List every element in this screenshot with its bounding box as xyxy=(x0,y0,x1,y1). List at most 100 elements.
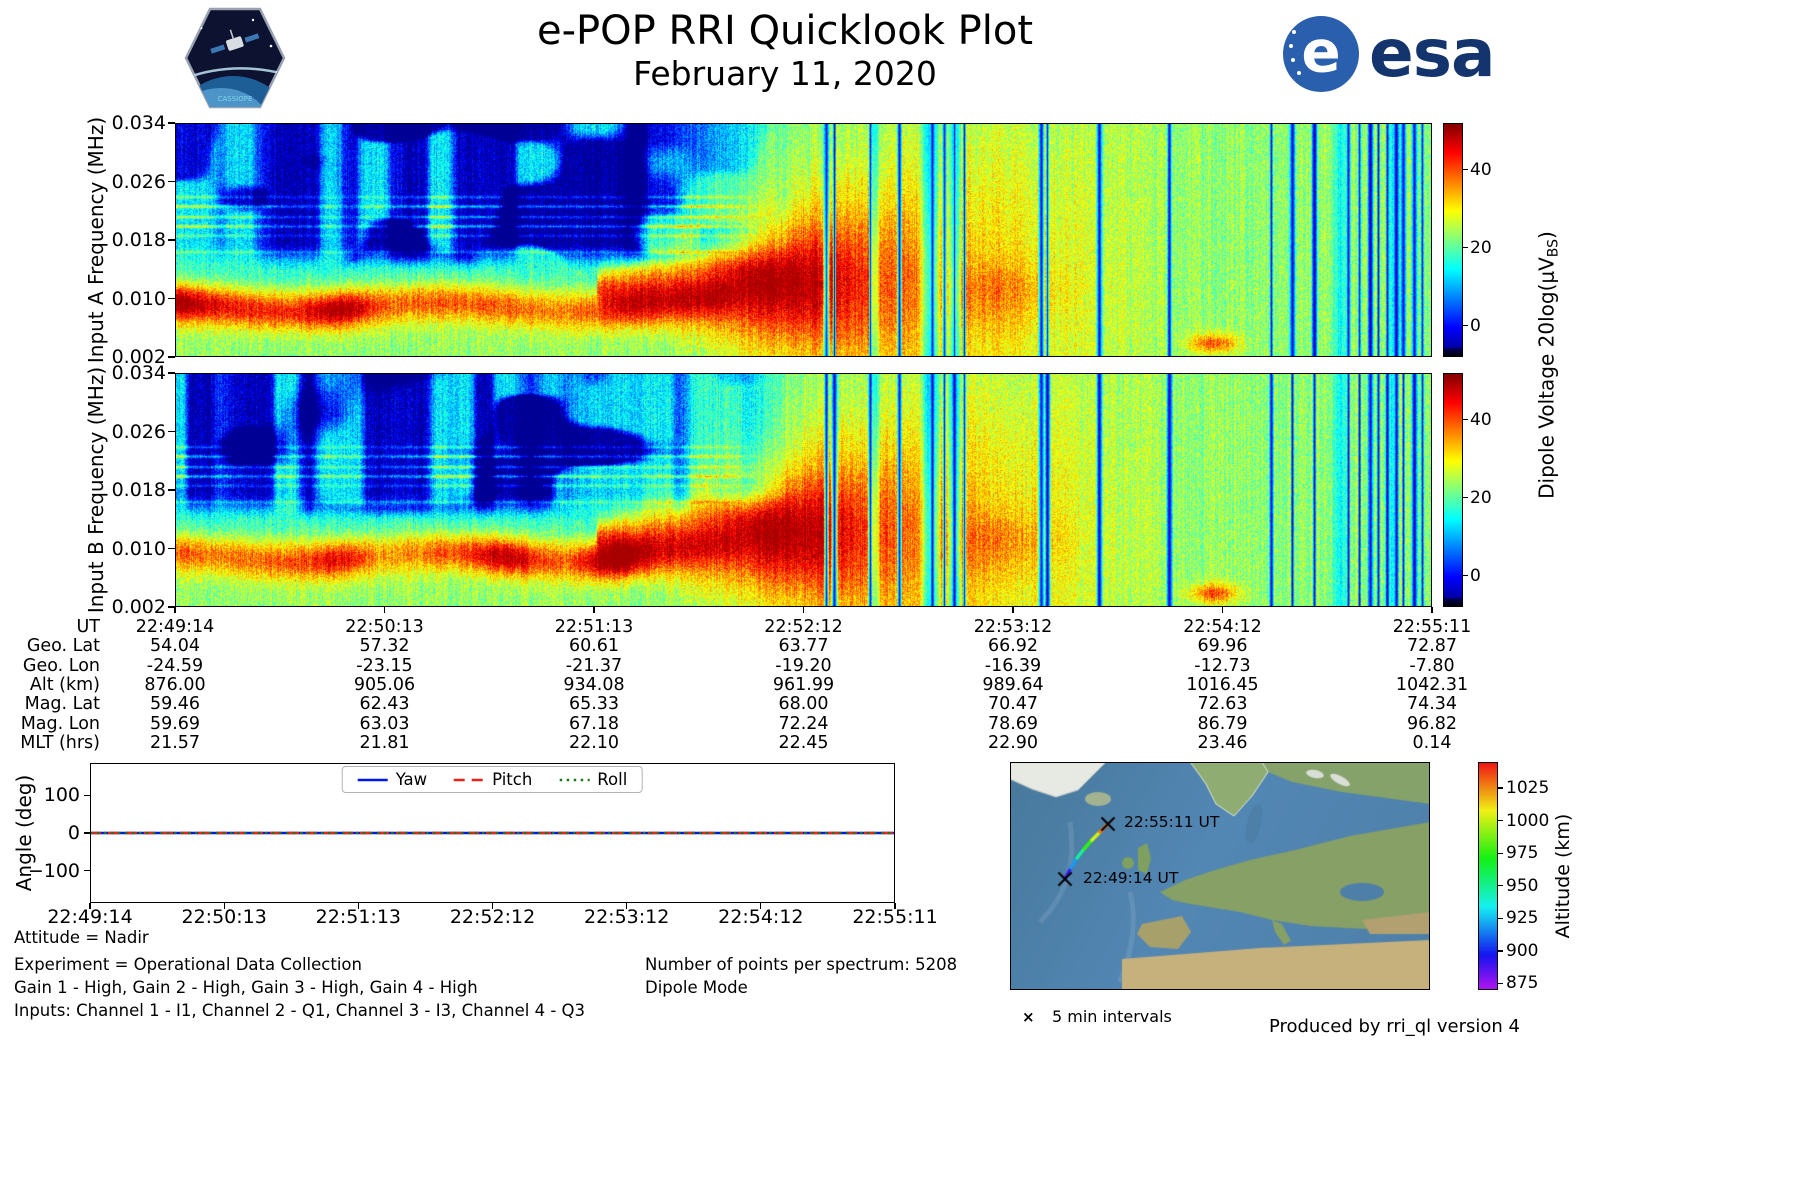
ephemeris-row-label: Alt (km) xyxy=(29,674,100,695)
ephemeris-value: 68.00 xyxy=(778,694,829,715)
tick-mark xyxy=(1431,607,1433,613)
dipole-voltage-colorbar-label: Dipole Voltage 20log(μVBS) xyxy=(1535,231,1562,499)
interval-marker-note: 5 min intervals xyxy=(1052,1007,1172,1026)
legend-item-pitch: Pitch xyxy=(453,770,532,789)
y-tick-label: 0.018 xyxy=(111,229,166,251)
ephemeris-value: 989.64 xyxy=(982,674,1044,695)
esa-logo: e esa xyxy=(1283,16,1496,92)
ephemeris-value: 22.90 xyxy=(987,732,1039,753)
tick-mark xyxy=(168,372,175,374)
ephemeris-value: 72.63 xyxy=(1197,694,1248,715)
colorbar-label-subscript: BS xyxy=(1545,238,1562,258)
page-title: e-POP RRI Quicklook Plot xyxy=(536,8,1033,54)
x-tick-label-ut: 22:49:14 xyxy=(135,617,215,637)
tick-mark xyxy=(1498,950,1503,952)
y-tick-label: 0.002 xyxy=(111,596,166,618)
attitude-note: Attitude = Nadir xyxy=(14,928,149,947)
ephemeris-value: 67.18 xyxy=(568,713,620,734)
tick-mark xyxy=(1498,820,1503,822)
experiment-note: Experiment = Operational Data Collection xyxy=(14,955,362,974)
tick-mark xyxy=(168,297,175,300)
tick-mark xyxy=(1221,607,1224,613)
tick-mark xyxy=(1498,885,1503,887)
ephemeris-value: 22.45 xyxy=(778,732,829,753)
colorbar-tick-label: 40 xyxy=(1470,159,1492,180)
altitude-tick-label: 875 xyxy=(1506,973,1539,994)
tick-mark xyxy=(1463,247,1468,249)
ephemeris-row-label: Mag. Lat xyxy=(24,694,100,715)
colorbar-tick-label: 20 xyxy=(1470,487,1492,508)
altitude-tick-label: 950 xyxy=(1506,875,1539,896)
legend-label: Roll xyxy=(597,770,628,789)
ephemeris-value: 57.32 xyxy=(359,636,410,657)
tick-mark xyxy=(168,430,175,433)
ephemeris-value: 65.33 xyxy=(568,694,620,715)
ephemeris-value: 72.24 xyxy=(778,713,829,734)
legend-line-sample xyxy=(454,778,485,781)
patch-text: CASSIOPE xyxy=(218,95,253,103)
ephemeris-value: 54.04 xyxy=(149,636,201,657)
tick-mark xyxy=(1012,607,1014,613)
legend-line-sample xyxy=(559,778,590,781)
dipole-mode-note: Dipole Mode xyxy=(645,978,748,997)
tick-mark xyxy=(1498,852,1503,854)
points-per-spectrum-note: Number of points per spectrum: 5208 xyxy=(645,955,958,974)
angle-plot-ylabel: Angle (deg) xyxy=(12,774,36,892)
cassiope-mission-patch: CASSIOPE xyxy=(184,7,286,109)
inputs-note: Inputs: Channel 1 - I1, Channel 2 - Q1, … xyxy=(14,1001,585,1020)
tick-mark xyxy=(168,180,175,183)
ephemeris-value: 62.43 xyxy=(359,694,410,715)
x-tick-label-ut: 22:50:13 xyxy=(345,617,424,637)
tick-mark xyxy=(174,607,176,613)
y-tick-label: 0.026 xyxy=(111,420,166,443)
angle-x-tick-label: 22:51:13 xyxy=(315,906,401,928)
ephemeris-value: 21.81 xyxy=(359,732,410,753)
ephemeris-value: 63.03 xyxy=(359,713,410,734)
colorbar-label-prefix: Dipole Voltage 20log(μV xyxy=(1534,257,1559,499)
ephemeris-value: 63.77 xyxy=(778,636,829,657)
patch-satellite-icon xyxy=(210,29,260,54)
x-tick-label-ut: 22:52:12 xyxy=(764,617,843,637)
ephemeris-value: 72.87 xyxy=(1406,636,1458,657)
tick-mark xyxy=(168,489,175,491)
angle-plot-legend: Yaw Pitch Roll xyxy=(341,766,643,793)
altitude-tick-label: 1000 xyxy=(1506,810,1550,831)
interval-marker-icon: × xyxy=(1022,1008,1035,1026)
ephemeris-value: 78.69 xyxy=(987,713,1039,734)
spectrogram-b-canvas xyxy=(175,373,1432,607)
y-tick-label: 0.026 xyxy=(111,170,166,193)
tick-mark xyxy=(223,903,225,909)
ephemeris-row-label: MLT (hrs) xyxy=(20,732,100,753)
tick-mark xyxy=(168,356,175,358)
ephemeris-value: 69.96 xyxy=(1197,636,1248,657)
track-start-time-label: 22:49:14 UT xyxy=(1083,869,1179,887)
angle-y-tick-label: −100 xyxy=(27,859,80,882)
ephemeris-value: 961.99 xyxy=(772,674,835,695)
ephemeris-value: 86.79 xyxy=(1197,713,1248,734)
ephemeris-value: -21.37 xyxy=(565,655,623,676)
ephemeris-value: -19.20 xyxy=(775,655,832,676)
x-tick-label-ut: 22:53:12 xyxy=(973,617,1053,637)
colorbar-tick-label: 0 xyxy=(1470,315,1481,336)
tick-mark xyxy=(84,832,90,834)
ephemeris-value: -7.80 xyxy=(1409,655,1455,676)
ephemeris-value: -23.15 xyxy=(356,655,413,676)
tick-mark xyxy=(1463,325,1468,327)
x-tick-label-ut: 22:55:11 xyxy=(1392,617,1472,637)
angle-x-tick-label: 22:52:12 xyxy=(449,906,536,928)
tick-mark xyxy=(894,903,896,909)
esa-emblem-icon: e xyxy=(1283,16,1359,92)
ephemeris-value: 934.08 xyxy=(563,674,625,695)
altitude-colorbar-label: Altitude (km) xyxy=(1552,813,1574,939)
angle-x-tick-label: 22:53:12 xyxy=(583,906,670,928)
produced-by-note: Produced by rri_ql version 4 xyxy=(1268,1016,1520,1037)
y-tick-label: 0.018 xyxy=(111,479,166,501)
altitude-colorbar xyxy=(1478,762,1498,990)
ephemeris-value: 1016.45 xyxy=(1186,674,1259,695)
tick-mark xyxy=(1463,419,1468,421)
legend-label: Pitch xyxy=(492,770,533,789)
x-tick-label-ut: 22:51:13 xyxy=(554,617,634,637)
altitude-tick-label: 975 xyxy=(1506,843,1539,864)
plot-date: February 11, 2020 xyxy=(633,54,937,93)
legend-line-sample xyxy=(357,778,388,781)
